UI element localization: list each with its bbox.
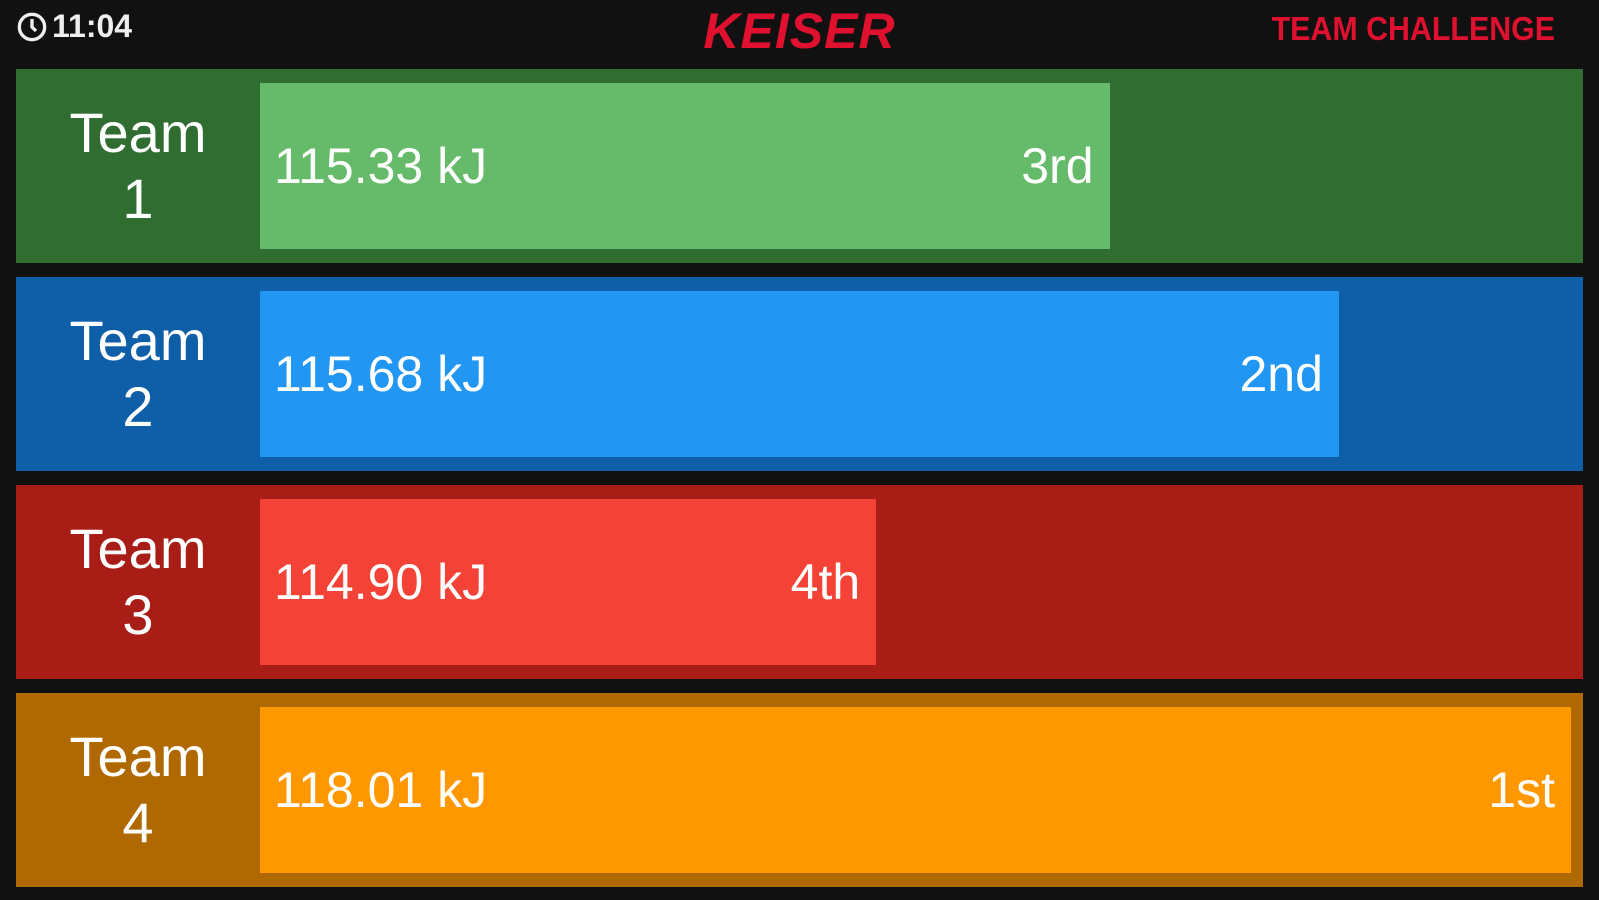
clock: 11:04 (16, 8, 132, 45)
keiser-logo: KEISER (703, 3, 896, 59)
rank-label: 3rd (1021, 138, 1094, 194)
clock-time: 11:04 (52, 8, 133, 44)
team-number: 4 (122, 791, 154, 854)
team-label: Team (69, 101, 207, 164)
energy-value: 115.33 kJ (274, 138, 488, 194)
energy-bar: 115.68 kJ 2nd (260, 291, 1339, 457)
team-name: Team 3 (16, 485, 260, 679)
team-name: Team 4 (16, 693, 260, 887)
energy-track: 114.90 kJ 4th (260, 499, 1571, 665)
rank-label: 2nd (1239, 346, 1323, 402)
team-name: Team 1 (16, 69, 260, 263)
team-label: Team (69, 517, 207, 580)
energy-track: 118.01 kJ 1st (260, 707, 1571, 873)
energy-value: 114.90 kJ (274, 554, 488, 610)
team-number: 2 (122, 375, 154, 438)
top-bar: 11:04 KEISER TEAM CHALLENGE (0, 0, 1599, 62)
energy-value: 118.01 kJ (274, 762, 488, 818)
team-row: Team 2 115.68 kJ 2nd (16, 277, 1583, 471)
team-row: Team 4 118.01 kJ 1st (16, 693, 1583, 887)
team-number: 3 (122, 583, 154, 646)
energy-bar: 115.33 kJ 3rd (260, 83, 1110, 249)
mode-title: TEAM CHALLENGE (1271, 10, 1555, 47)
energy-track: 115.33 kJ 3rd (260, 83, 1571, 249)
team-row: Team 3 114.90 kJ 4th (16, 485, 1583, 679)
rank-label: 4th (790, 554, 861, 610)
team-label: Team (69, 309, 207, 372)
energy-bar: 118.01 kJ 1st (260, 707, 1571, 873)
team-number: 1 (122, 167, 154, 230)
team-name: Team 2 (16, 277, 260, 471)
energy-track: 115.68 kJ 2nd (260, 291, 1571, 457)
team-row: Team 1 115.33 kJ 3rd (16, 69, 1583, 263)
clock-icon (17, 12, 47, 41)
rank-label: 1st (1488, 762, 1555, 818)
team-label: Team (69, 725, 207, 788)
energy-bar: 114.90 kJ 4th (260, 499, 877, 665)
energy-value: 115.68 kJ (274, 346, 488, 402)
